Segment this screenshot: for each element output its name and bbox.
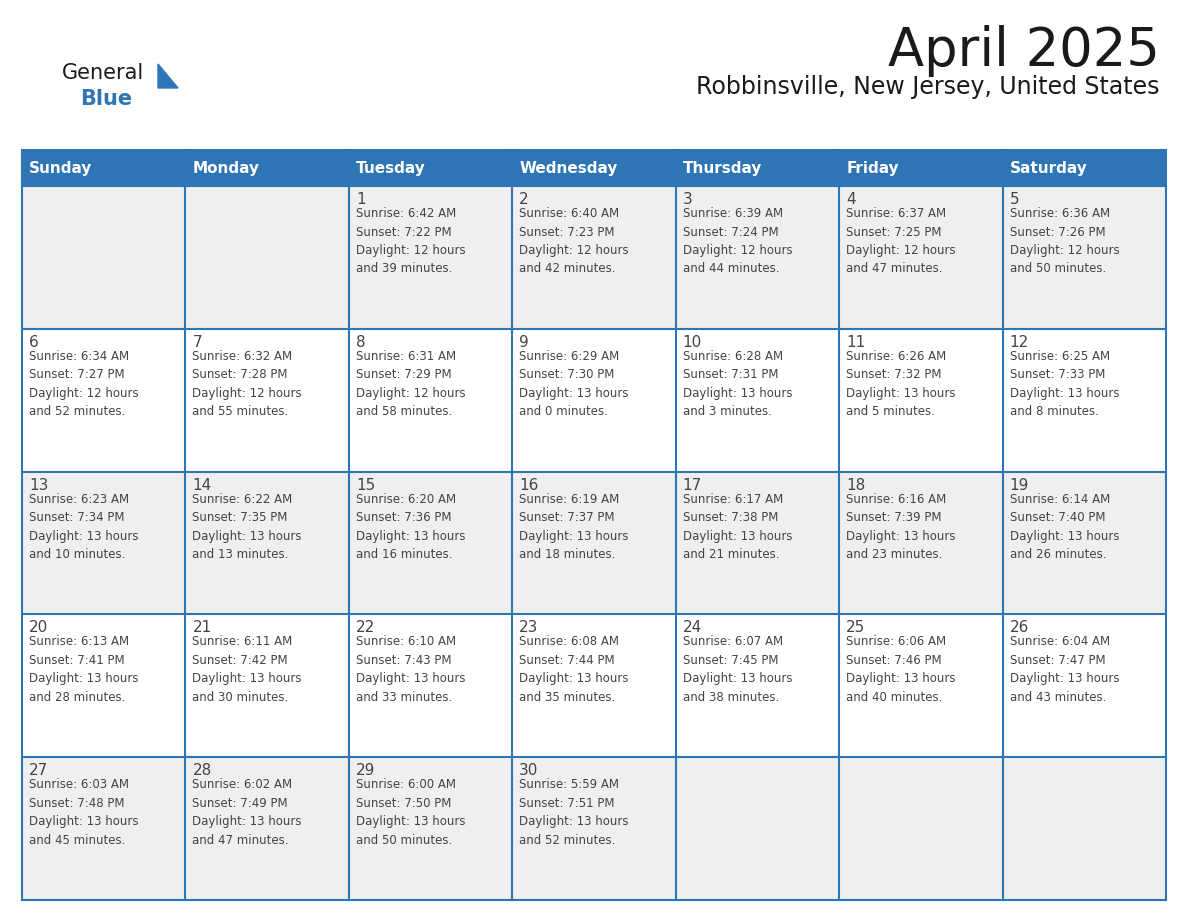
Text: Blue: Blue [80,89,132,109]
Text: 21: 21 [192,621,211,635]
Text: 10: 10 [683,335,702,350]
Text: 16: 16 [519,477,538,493]
Text: Monday: Monday [192,161,259,175]
Text: 14: 14 [192,477,211,493]
Bar [23,614,1165,757]
Text: Wednesday: Wednesday [519,161,618,175]
Text: 29: 29 [356,763,375,778]
Text: Saturday: Saturday [1010,161,1087,175]
Text: Sunrise: 6:34 AM
Sunset: 7:27 PM
Daylight: 12 hours
and 52 minutes.: Sunrise: 6:34 AM Sunset: 7:27 PM Dayligh… [29,350,139,419]
Text: 9: 9 [519,335,529,350]
Text: Sunrise: 6:28 AM
Sunset: 7:31 PM
Daylight: 13 hours
and 3 minutes.: Sunrise: 6:28 AM Sunset: 7:31 PM Dayligh… [683,350,792,419]
Text: 26: 26 [1010,621,1029,635]
Text: Sunrise: 6:32 AM
Sunset: 7:28 PM
Daylight: 12 hours
and 55 minutes.: Sunrise: 6:32 AM Sunset: 7:28 PM Dayligh… [192,350,302,419]
Bar [23,757,1165,900]
Text: Sunrise: 6:22 AM
Sunset: 7:35 PM
Daylight: 13 hours
and 13 minutes.: Sunrise: 6:22 AM Sunset: 7:35 PM Dayligh… [192,493,302,561]
Bar [23,472,1165,614]
Text: Tuesday: Tuesday [356,161,425,175]
Text: Sunrise: 6:06 AM
Sunset: 7:46 PM
Daylight: 13 hours
and 40 minutes.: Sunrise: 6:06 AM Sunset: 7:46 PM Dayligh… [846,635,955,704]
Text: Sunrise: 6:07 AM
Sunset: 7:45 PM
Daylight: 13 hours
and 38 minutes.: Sunrise: 6:07 AM Sunset: 7:45 PM Dayligh… [683,635,792,704]
Text: 23: 23 [519,621,538,635]
Text: 25: 25 [846,621,865,635]
Text: 3: 3 [683,192,693,207]
Text: Sunrise: 5:59 AM
Sunset: 7:51 PM
Daylight: 13 hours
and 52 minutes.: Sunrise: 5:59 AM Sunset: 7:51 PM Dayligh… [519,778,628,846]
Text: Sunrise: 6:08 AM
Sunset: 7:44 PM
Daylight: 13 hours
and 35 minutes.: Sunrise: 6:08 AM Sunset: 7:44 PM Dayligh… [519,635,628,704]
Text: Sunrise: 6:20 AM
Sunset: 7:36 PM
Daylight: 13 hours
and 16 minutes.: Sunrise: 6:20 AM Sunset: 7:36 PM Dayligh… [356,493,466,561]
Bar [23,150,1165,186]
Text: 18: 18 [846,477,865,493]
Text: Sunrise: 6:04 AM
Sunset: 7:47 PM
Daylight: 13 hours
and 43 minutes.: Sunrise: 6:04 AM Sunset: 7:47 PM Dayligh… [1010,635,1119,704]
Text: Sunrise: 6:23 AM
Sunset: 7:34 PM
Daylight: 13 hours
and 10 minutes.: Sunrise: 6:23 AM Sunset: 7:34 PM Dayligh… [29,493,139,561]
Text: 13: 13 [29,477,49,493]
Text: Sunrise: 6:39 AM
Sunset: 7:24 PM
Daylight: 12 hours
and 44 minutes.: Sunrise: 6:39 AM Sunset: 7:24 PM Dayligh… [683,207,792,275]
Text: Sunrise: 6:29 AM
Sunset: 7:30 PM
Daylight: 13 hours
and 0 minutes.: Sunrise: 6:29 AM Sunset: 7:30 PM Dayligh… [519,350,628,419]
Text: Sunrise: 6:17 AM
Sunset: 7:38 PM
Daylight: 13 hours
and 21 minutes.: Sunrise: 6:17 AM Sunset: 7:38 PM Dayligh… [683,493,792,561]
Text: Sunrise: 6:14 AM
Sunset: 7:40 PM
Daylight: 13 hours
and 26 minutes.: Sunrise: 6:14 AM Sunset: 7:40 PM Dayligh… [1010,493,1119,561]
Text: 17: 17 [683,477,702,493]
Text: Sunday: Sunday [29,161,93,175]
Text: 6: 6 [29,335,39,350]
Text: Sunrise: 6:36 AM
Sunset: 7:26 PM
Daylight: 12 hours
and 50 minutes.: Sunrise: 6:36 AM Sunset: 7:26 PM Dayligh… [1010,207,1119,275]
Text: Sunrise: 6:31 AM
Sunset: 7:29 PM
Daylight: 12 hours
and 58 minutes.: Sunrise: 6:31 AM Sunset: 7:29 PM Dayligh… [356,350,466,419]
Text: 11: 11 [846,335,865,350]
Text: Sunrise: 6:11 AM
Sunset: 7:42 PM
Daylight: 13 hours
and 30 minutes.: Sunrise: 6:11 AM Sunset: 7:42 PM Dayligh… [192,635,302,704]
Text: 24: 24 [683,621,702,635]
Text: Sunrise: 6:16 AM
Sunset: 7:39 PM
Daylight: 13 hours
and 23 minutes.: Sunrise: 6:16 AM Sunset: 7:39 PM Dayligh… [846,493,955,561]
Text: 27: 27 [29,763,49,778]
Text: Sunrise: 6:26 AM
Sunset: 7:32 PM
Daylight: 13 hours
and 5 minutes.: Sunrise: 6:26 AM Sunset: 7:32 PM Dayligh… [846,350,955,419]
Text: 7: 7 [192,335,202,350]
Text: Sunrise: 6:10 AM
Sunset: 7:43 PM
Daylight: 13 hours
and 33 minutes.: Sunrise: 6:10 AM Sunset: 7:43 PM Dayligh… [356,635,466,704]
Text: 28: 28 [192,763,211,778]
Text: 30: 30 [519,763,538,778]
Text: Sunrise: 6:02 AM
Sunset: 7:49 PM
Daylight: 13 hours
and 47 minutes.: Sunrise: 6:02 AM Sunset: 7:49 PM Dayligh… [192,778,302,846]
Bar [23,329,1165,472]
Text: General: General [62,63,144,83]
Text: 22: 22 [356,621,375,635]
Text: Sunrise: 6:25 AM
Sunset: 7:33 PM
Daylight: 13 hours
and 8 minutes.: Sunrise: 6:25 AM Sunset: 7:33 PM Dayligh… [1010,350,1119,419]
Text: Sunrise: 6:00 AM
Sunset: 7:50 PM
Daylight: 13 hours
and 50 minutes.: Sunrise: 6:00 AM Sunset: 7:50 PM Dayligh… [356,778,466,846]
Bar [23,186,1165,329]
Text: Thursday: Thursday [683,161,762,175]
Text: Sunrise: 6:37 AM
Sunset: 7:25 PM
Daylight: 12 hours
and 47 minutes.: Sunrise: 6:37 AM Sunset: 7:25 PM Dayligh… [846,207,956,275]
Text: Robbinsville, New Jersey, United States: Robbinsville, New Jersey, United States [696,75,1159,99]
Text: 19: 19 [1010,477,1029,493]
Text: 8: 8 [356,335,366,350]
Text: 15: 15 [356,477,375,493]
Text: Sunrise: 6:13 AM
Sunset: 7:41 PM
Daylight: 13 hours
and 28 minutes.: Sunrise: 6:13 AM Sunset: 7:41 PM Dayligh… [29,635,139,704]
Text: Sunrise: 6:03 AM
Sunset: 7:48 PM
Daylight: 13 hours
and 45 minutes.: Sunrise: 6:03 AM Sunset: 7:48 PM Dayligh… [29,778,139,846]
Text: Friday: Friday [846,161,899,175]
Text: 20: 20 [29,621,49,635]
Polygon shape [158,64,178,88]
Text: April 2025: April 2025 [889,25,1159,77]
Text: 4: 4 [846,192,855,207]
Text: 2: 2 [519,192,529,207]
Text: Sunrise: 6:42 AM
Sunset: 7:22 PM
Daylight: 12 hours
and 39 minutes.: Sunrise: 6:42 AM Sunset: 7:22 PM Dayligh… [356,207,466,275]
Text: 1: 1 [356,192,366,207]
Text: Sunrise: 6:19 AM
Sunset: 7:37 PM
Daylight: 13 hours
and 18 minutes.: Sunrise: 6:19 AM Sunset: 7:37 PM Dayligh… [519,493,628,561]
Text: 5: 5 [1010,192,1019,207]
Text: 12: 12 [1010,335,1029,350]
Text: Sunrise: 6:40 AM
Sunset: 7:23 PM
Daylight: 12 hours
and 42 minutes.: Sunrise: 6:40 AM Sunset: 7:23 PM Dayligh… [519,207,628,275]
